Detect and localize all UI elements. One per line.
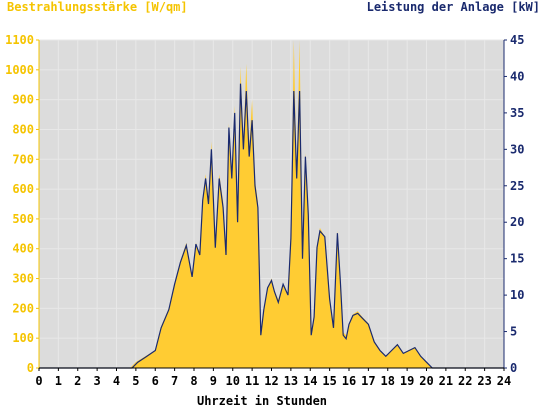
right-tick-label: 45 [510,33,524,47]
left-tick-label: 500 [12,212,34,226]
right-tick-label: 5 [510,325,517,339]
grid-lines [38,39,505,369]
left-tick-label: 700 [12,152,34,166]
right-tick-label: 30 [510,142,524,156]
x-tick-label: 22 [458,374,472,388]
x-tick-label: 9 [210,374,217,388]
left-tick-label: 100 [12,331,34,345]
x-tick-label: 0 [35,374,42,388]
x-tick-label: 1 [55,374,62,388]
x-tick-label: 14 [303,374,317,388]
x-axis-title: Uhrzeit in Stunden [197,394,327,408]
x-tick-label: 4 [113,374,120,388]
right-tick-label: 10 [510,288,524,302]
x-tick-label: 18 [381,374,395,388]
x-tick-label: 23 [477,374,491,388]
left-tick-label: 200 [12,301,34,315]
left-tick-label: 1000 [5,63,34,77]
right-tick-label: 0 [510,361,517,375]
x-tick-label: 6 [152,374,159,388]
left-tick-label: 300 [12,272,34,286]
x-tick-label: 13 [284,374,298,388]
x-tick-label: 10 [226,374,240,388]
left-tick-label: 0 [27,361,34,375]
x-tick-label: 3 [94,374,101,388]
right-tick-label: 35 [510,106,524,120]
right-tick-label: 25 [510,179,524,193]
left-tick-label: 1100 [5,33,34,47]
right-axis-title: Leistung der Anlage [kW] [366,0,540,14]
x-tick-label: 7 [171,374,178,388]
irradiance-area [39,40,504,368]
left-tick-label: 400 [12,242,34,256]
x-tick-label: 16 [342,374,356,388]
left-tick-label: 600 [12,182,34,196]
left-tick-label: 800 [12,122,34,136]
left-tick-label: 900 [12,93,34,107]
power-line [39,83,504,369]
right-tick-label: 20 [510,215,524,229]
x-tick-label: 20 [419,374,433,388]
tick-labels: 0100200300400500600700800900100011000510… [5,33,524,388]
left-axis-title: Bestrahlungsstärke [W/qm] [7,0,188,14]
right-tick-label: 15 [510,252,524,266]
x-tick-label: 12 [264,374,278,388]
x-tick-label: 15 [322,374,336,388]
x-tick-label: 2 [74,374,81,388]
x-tick-label: 8 [190,374,197,388]
x-tick-label: 11 [245,374,259,388]
x-tick-label: 24 [497,374,511,388]
x-tick-label: 5 [132,374,139,388]
x-tick-label: 19 [400,374,414,388]
axes [36,39,507,371]
x-tick-label: 21 [439,374,453,388]
right-tick-label: 40 [510,69,524,83]
x-tick-label: 17 [361,374,375,388]
